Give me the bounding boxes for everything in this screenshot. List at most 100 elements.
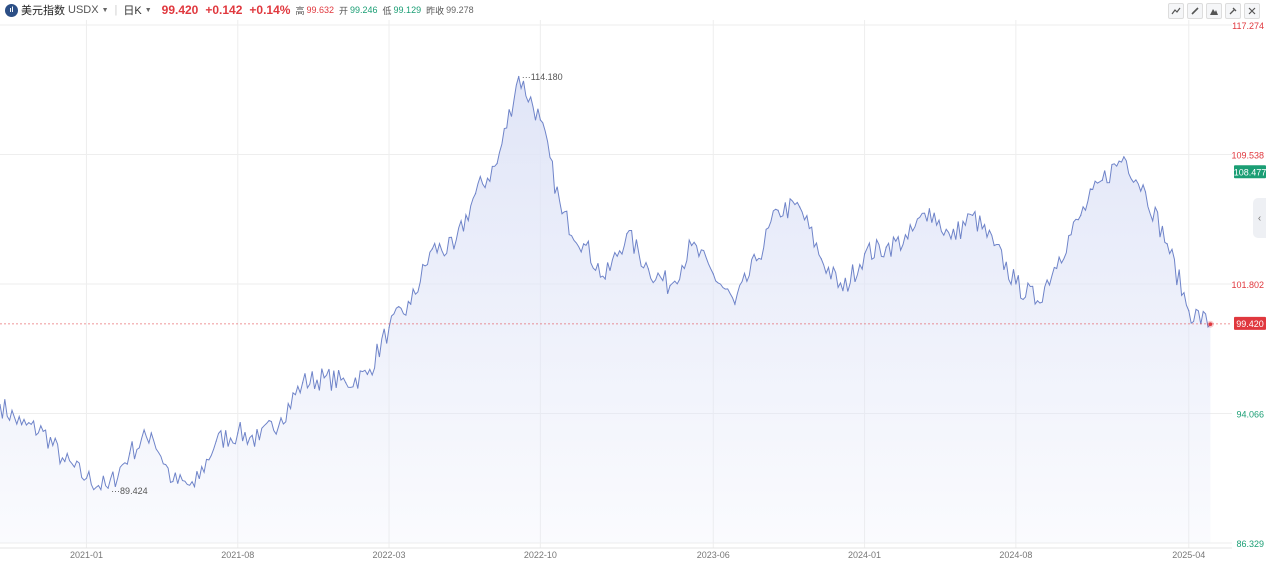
data-point (172, 480, 174, 483)
data-point (323, 377, 325, 379)
data-point (1144, 191, 1147, 193)
data-point (583, 243, 585, 245)
data-point (626, 233, 628, 235)
data-point (820, 258, 822, 260)
pencil-icon (1191, 7, 1199, 15)
y-tick-label: 86.329 (1236, 539, 1264, 549)
close-button[interactable] (1244, 3, 1260, 19)
data-point (193, 486, 196, 488)
data-point (42, 430, 44, 432)
prev-close-label: 昨收 (426, 5, 445, 16)
data-point (302, 382, 304, 384)
data-point (1015, 283, 1017, 285)
x-tick-label: 2024-01 (848, 550, 881, 560)
data-point (150, 432, 152, 434)
data-point (755, 260, 758, 262)
data-point (1123, 156, 1125, 158)
x-tick-label: 2022-03 (373, 550, 406, 560)
data-point (453, 248, 455, 250)
data-point (950, 238, 952, 240)
data-point (928, 208, 931, 210)
data-point (64, 460, 66, 463)
data-point (1058, 256, 1060, 258)
data-point (734, 303, 736, 305)
side-panel-toggle[interactable]: ‹ (1253, 198, 1266, 238)
y-tick-label: 94.066 (1236, 409, 1264, 419)
data-point (258, 439, 260, 441)
symbol-dropdown-icon[interactable]: ▼ (101, 6, 109, 14)
low-label: 低 (382, 5, 392, 16)
data-point (864, 253, 866, 255)
data-point (1101, 179, 1103, 181)
line-tool-icon (1171, 7, 1181, 15)
draw-tool-button[interactable] (1187, 3, 1203, 19)
data-point (907, 238, 909, 240)
data-point (561, 213, 563, 215)
last-price-tag-bg (1234, 316, 1266, 330)
x-tick-label: 2025-04 (1172, 550, 1205, 560)
prev-close-value: 99.278 (446, 5, 474, 15)
x-tick-label: 2022-10 (524, 550, 557, 560)
data-point (712, 273, 714, 275)
data-point (993, 244, 995, 247)
data-point (691, 244, 693, 247)
divider: | (114, 4, 118, 16)
high-label: 高 (295, 5, 305, 16)
price-area-fill (0, 76, 1211, 543)
data-point (366, 373, 368, 375)
data-point (1036, 300, 1039, 302)
x-tick-label: 2021-08 (221, 550, 254, 560)
marker-tag: 108.477 (1234, 167, 1266, 177)
price-change-pct: +0.14% (249, 3, 291, 17)
data-point (237, 432, 239, 434)
open-value: 99.246 (350, 5, 378, 15)
symbol-name[interactable]: 美元指数 (21, 5, 65, 17)
data-point (345, 382, 347, 384)
period-dropdown-icon[interactable]: ▼ (144, 6, 152, 14)
data-point (518, 75, 520, 78)
area-tool-button[interactable] (1206, 3, 1222, 19)
chart-tools (1168, 3, 1260, 19)
y-tick-label: 101.802 (1231, 280, 1264, 290)
min-label: ···89.424 (111, 486, 148, 496)
data-point (431, 248, 433, 250)
pin-tool-button[interactable] (1225, 3, 1241, 19)
last-price-tag: 99.420 (1236, 319, 1264, 329)
mountain-icon (1210, 9, 1218, 15)
data-point (107, 487, 109, 489)
open-label: 开 (338, 5, 348, 16)
data-point (539, 119, 542, 121)
x-tick-label: 2023-06 (697, 550, 730, 560)
data-point (129, 452, 131, 454)
y-tick-label: 117.274 (1232, 21, 1264, 31)
data-point (280, 417, 282, 419)
max-label: ···114.180 (522, 72, 563, 82)
chart-header: ıl 美元指数 USDX ▼ | 日K ▼ 99.420 +0.142 +0.1… (0, 0, 1266, 20)
usdx-logo-icon: ıl (5, 3, 18, 17)
data-point (1080, 214, 1082, 216)
data-point (21, 424, 23, 426)
data-point (474, 193, 477, 195)
x-tick-label: 2021-01 (70, 550, 103, 560)
period-selector[interactable]: 日K (123, 5, 142, 17)
data-point (410, 303, 412, 305)
close-icon (1248, 7, 1256, 15)
data-point (1166, 243, 1168, 245)
high-value: 99.632 (306, 5, 334, 15)
data-point (388, 326, 390, 329)
data-point (885, 246, 887, 248)
data-point (799, 206, 801, 208)
chevron-left-icon: ‹ (1257, 212, 1262, 224)
marker-tag-bg (1234, 165, 1266, 179)
data-point (647, 268, 650, 270)
data-point (604, 278, 606, 280)
price-change: +0.142 (205, 3, 243, 17)
data-point (0, 403, 1, 406)
symbol-code[interactable]: USDX (68, 4, 99, 16)
data-point (1188, 310, 1190, 312)
data-point (85, 477, 88, 479)
line-tool-button[interactable] (1168, 3, 1184, 19)
y-tick-label: 109.538 (1231, 150, 1264, 160)
last-price: 99.420 (161, 3, 199, 17)
